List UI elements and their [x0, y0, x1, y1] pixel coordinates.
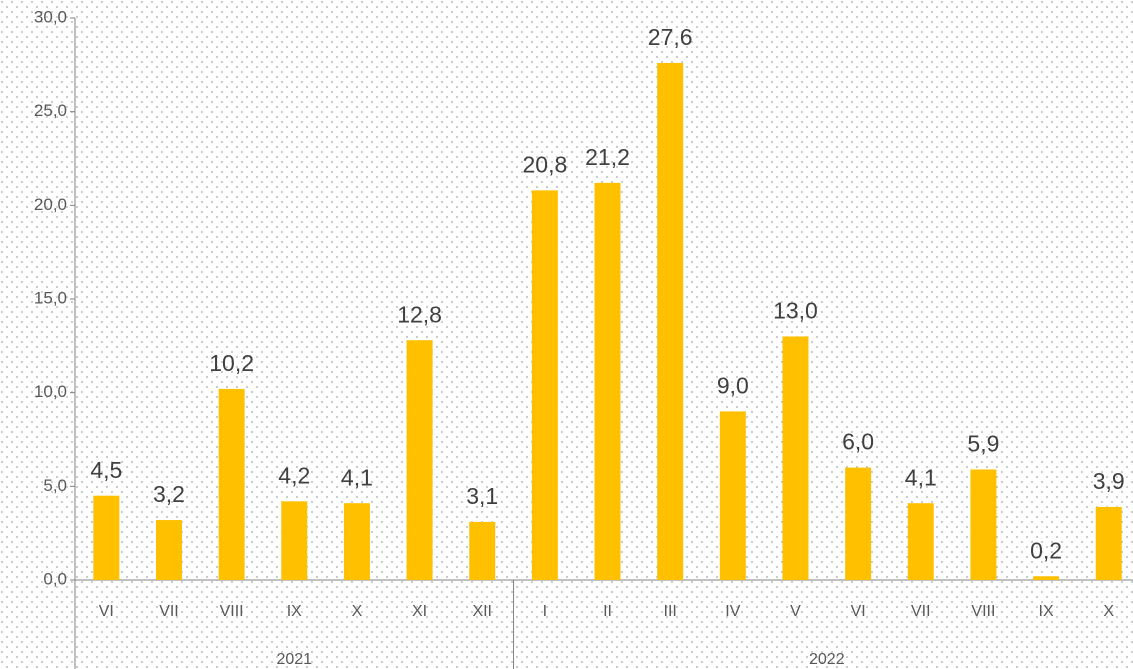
y-tick-label: 15,0: [34, 288, 67, 307]
y-tick-label: 5,0: [43, 476, 67, 495]
bar: [343, 503, 370, 580]
value-label: 21,2: [585, 144, 630, 170]
bar: [469, 521, 496, 580]
value-label: 3,9: [1093, 468, 1125, 494]
value-label: 20,8: [522, 151, 567, 177]
bar: [594, 182, 621, 580]
value-label: 3,1: [466, 483, 498, 509]
x-tick-label: III: [664, 603, 677, 620]
bar: [1095, 506, 1122, 580]
x-tick-label: X: [352, 603, 363, 620]
x-tick-label: VIII: [220, 603, 244, 620]
bar: [155, 520, 182, 580]
y-tick-label: 0,0: [43, 569, 67, 588]
value-label: 6,0: [842, 429, 874, 455]
x-tick-label: IV: [725, 603, 740, 620]
x-tick-label: IX: [1039, 603, 1054, 620]
bar: [1033, 576, 1060, 580]
x-tick-label: VI: [99, 603, 114, 620]
x-tick-label: VII: [159, 603, 179, 620]
x-tick-label: IX: [287, 603, 302, 620]
bar: [281, 501, 308, 580]
bar: [782, 336, 809, 580]
y-tick-label: 10,0: [34, 382, 67, 401]
value-label: 5,9: [967, 431, 999, 457]
bar: [531, 190, 558, 580]
group-label: 2022: [809, 651, 845, 668]
bar: [970, 469, 997, 580]
bar: [218, 388, 245, 580]
x-tick-label: VIII: [971, 603, 995, 620]
bar: [406, 340, 433, 580]
value-label: 27,6: [648, 24, 693, 50]
bar: [907, 503, 934, 580]
value-label: 13,0: [773, 298, 818, 324]
value-label: 4,1: [341, 464, 373, 490]
x-tick-label: XII: [472, 603, 492, 620]
bar: [719, 411, 746, 580]
bar: [845, 467, 872, 580]
value-label: 0,2: [1030, 537, 1062, 563]
value-label: 4,5: [90, 457, 122, 483]
value-label: 10,2: [209, 350, 254, 376]
value-label: 12,8: [397, 301, 442, 327]
value-label: 9,0: [717, 372, 749, 398]
x-tick-label: I: [543, 603, 547, 620]
value-label: 4,1: [905, 464, 937, 490]
y-tick-label: 25,0: [34, 101, 67, 120]
x-tick-label: XI: [412, 603, 427, 620]
group-label: 2021: [276, 651, 312, 668]
y-tick-label: 30,0: [34, 7, 67, 26]
x-tick-label: II: [603, 603, 612, 620]
x-tick-label: VII: [911, 603, 931, 620]
value-label: 4,2: [278, 462, 310, 488]
y-tick-label: 20,0: [34, 195, 67, 214]
x-tick-label: VI: [851, 603, 866, 620]
x-tick-label: X: [1103, 603, 1114, 620]
x-tick-label: V: [790, 603, 801, 620]
value-label: 3,2: [153, 481, 185, 507]
bar: [657, 62, 684, 580]
bar: [93, 495, 120, 580]
